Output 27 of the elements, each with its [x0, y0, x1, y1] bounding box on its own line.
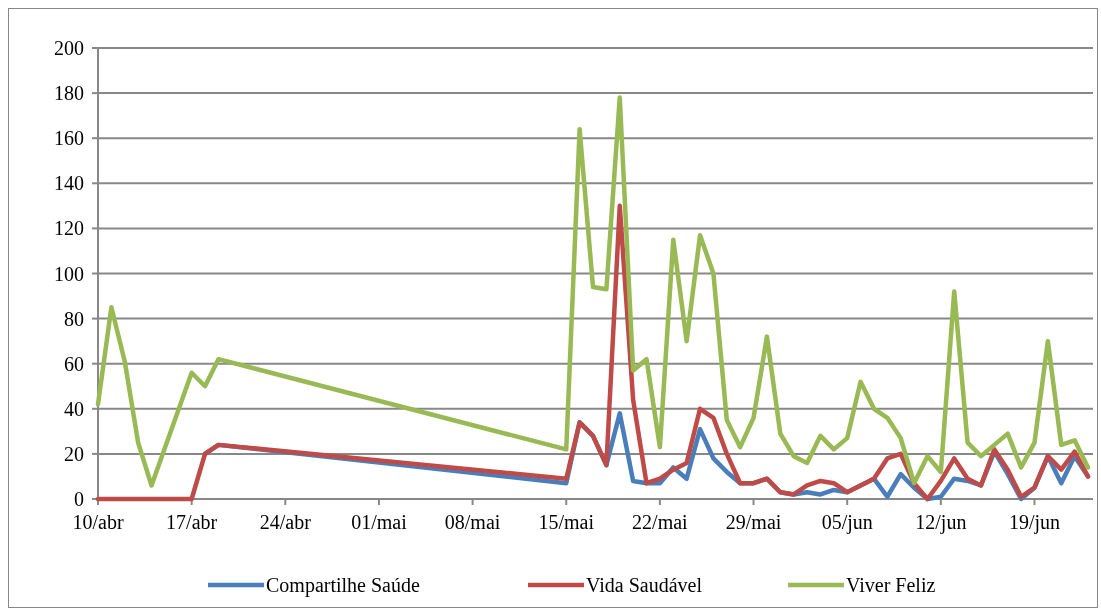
x-tick-label: 01/mai [351, 511, 408, 533]
y-tick-label: 120 [54, 217, 84, 240]
line-series [95, 203, 1091, 502]
x-tick-label: 08/mai [444, 511, 501, 533]
y-tick-label: 140 [54, 172, 84, 195]
y-tick-label: 0 [74, 488, 84, 510]
legend-label: Viver Feliz [846, 574, 936, 596]
x-tick-label: 10/abr [72, 511, 124, 533]
x-tick-label: 12/jun [915, 511, 967, 534]
line-series [95, 95, 1091, 488]
y-tick-label: 60 [64, 352, 84, 375]
y-tick-label: 40 [64, 397, 84, 420]
x-tick-label: 15/mai [538, 511, 595, 533]
y-tick-label: 200 [54, 37, 84, 59]
x-tick-label: 29/mai [725, 511, 782, 533]
legend-label: Vida Saudável [586, 574, 703, 596]
y-tick-label: 180 [54, 82, 84, 105]
y-tick-label: 80 [64, 307, 84, 330]
y-tick-label: 160 [54, 127, 84, 150]
x-tick-label: 19/jun [1008, 511, 1061, 534]
x-tick-label: 22/mai [632, 511, 689, 533]
x-tick-label: 17/abr [166, 511, 218, 533]
x-tick-label: 05/jun [821, 511, 873, 534]
legend-label: Compartilhe Saúde [266, 574, 420, 597]
y-tick-label: 100 [54, 262, 84, 285]
y-tick-label: 20 [64, 442, 84, 465]
x-tick-label: 24/abr [259, 511, 312, 533]
